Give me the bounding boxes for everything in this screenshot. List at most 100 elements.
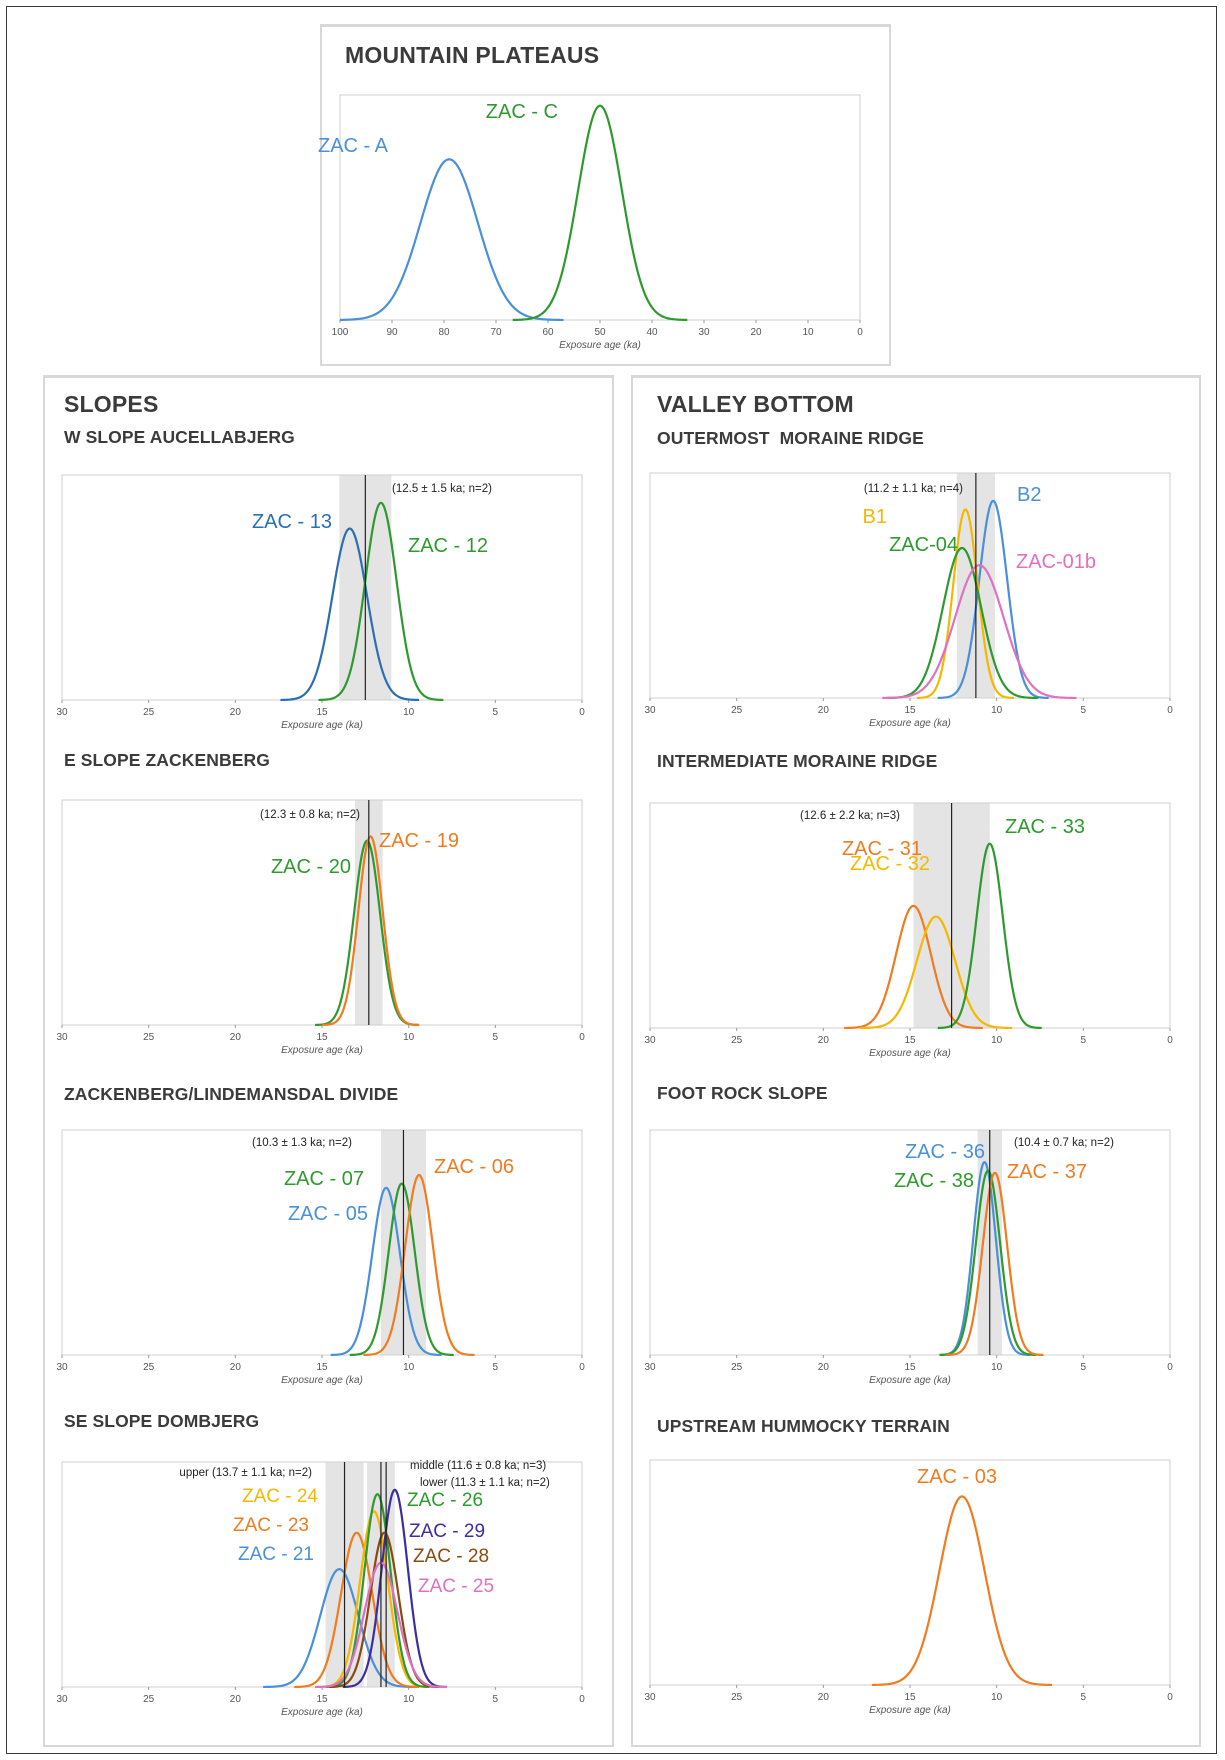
series-label-b2: B2 bbox=[1017, 484, 1041, 506]
x-tick-label: 5 bbox=[493, 707, 499, 718]
x-tick-label: 20 bbox=[818, 1692, 830, 1703]
x-tick-label: 30 bbox=[644, 1362, 656, 1373]
series-label-zac-36: ZAC - 36 bbox=[905, 1141, 985, 1163]
x-tick-label: 30 bbox=[644, 705, 656, 716]
x-tick-label: 5 bbox=[493, 1032, 499, 1043]
series-curve-b1 bbox=[916, 508, 1015, 700]
series-curve-zac-31 bbox=[844, 904, 983, 1030]
x-tick-label: 30 bbox=[56, 1694, 68, 1705]
series-curve-zac-a bbox=[339, 158, 564, 322]
series-label-b1: B1 bbox=[863, 506, 887, 528]
series-curve-zac-24 bbox=[318, 1510, 430, 1689]
x-tick-label: 30 bbox=[56, 1362, 68, 1373]
series-curve-zac-19 bbox=[321, 835, 420, 1027]
plot-area bbox=[61, 799, 583, 1026]
series-curve-zac-03 bbox=[871, 1495, 1053, 1687]
series-label-zac-24: ZAC - 24 bbox=[242, 1486, 318, 1507]
series-label-zac-19: ZAC - 19 bbox=[379, 830, 459, 852]
x-axis-label: Exposure age (ka) bbox=[281, 720, 363, 731]
x-tick-label: 0 bbox=[579, 1694, 585, 1705]
x-tick-label: 20 bbox=[750, 327, 762, 338]
series-label-zac-25: ZAC - 25 bbox=[418, 1576, 494, 1597]
x-tick-label: 30 bbox=[644, 1692, 656, 1703]
plot-area bbox=[61, 1461, 583, 1688]
x-tick-label: 25 bbox=[143, 1362, 155, 1373]
age-annotation: (12.6 ± 2.2 ka; n=3) bbox=[800, 810, 900, 822]
series-curve-zac-21 bbox=[263, 1568, 416, 1689]
series-label-zac-26: ZAC - 26 bbox=[407, 1490, 483, 1511]
x-tick-label: 100 bbox=[332, 327, 349, 338]
series-label-zac-38: ZAC - 38 bbox=[894, 1170, 974, 1192]
series-label-zac-c: ZAC - C bbox=[486, 101, 558, 123]
x-tick-label: 30 bbox=[698, 327, 710, 338]
section-title-outermost-moraine: OUTERMOST MORAINE RIDGE bbox=[657, 428, 924, 448]
x-tick-label: 25 bbox=[143, 1694, 155, 1705]
age-annotation: (10.4 ± 0.7 ka; n=2) bbox=[1014, 1137, 1114, 1149]
series-curve-zac-01b bbox=[882, 564, 1077, 700]
x-tick-label: 15 bbox=[316, 1694, 328, 1705]
series-curve-zac-29 bbox=[342, 1488, 447, 1689]
plot-area bbox=[649, 802, 1171, 1029]
x-tick-label: 80 bbox=[438, 327, 450, 338]
section-title-divide: ZACKENBERG/LINDEMANSDAL DIVIDE bbox=[64, 1084, 399, 1104]
x-tick-label: 5 bbox=[1081, 1692, 1087, 1703]
series-curve-zac-33 bbox=[937, 842, 1042, 1030]
age-annotation: (12.5 ± 1.5 ka; n=2) bbox=[392, 483, 492, 495]
x-axis-label: Exposure age (ka) bbox=[281, 1375, 363, 1386]
x-tick-label: 5 bbox=[1081, 1035, 1087, 1046]
x-tick-label: 0 bbox=[579, 1362, 585, 1373]
series-label-zac-20: ZAC - 20 bbox=[271, 856, 351, 878]
x-tick-label: 15 bbox=[904, 1035, 916, 1046]
plot-area bbox=[339, 94, 861, 321]
x-tick-label: 10 bbox=[991, 1692, 1003, 1703]
x-tick-label: 20 bbox=[818, 1035, 830, 1046]
x-axis-label: Exposure age (ka) bbox=[281, 1045, 363, 1056]
panel-title-slopes: SLOPES bbox=[64, 391, 159, 417]
x-axis-label: Exposure age (ka) bbox=[869, 718, 951, 729]
x-tick-label: 10 bbox=[991, 705, 1003, 716]
chart-w-slope-aucellabjerg: 30 25 20 15 10 5 0 Exposure age (ka) ZAC - 13 ZAC… bbox=[56, 474, 585, 731]
series-curve-zac-32 bbox=[859, 915, 1013, 1030]
x-tick-label: 0 bbox=[1167, 1035, 1173, 1046]
x-tick-label: 10 bbox=[802, 327, 814, 338]
chart-upstream-hummocky-terrain: 30 25 20 15 10 5 0 Exposure age (ka) ZAC - 03 bbox=[644, 1459, 1173, 1716]
series-label-zac-33: ZAC - 33 bbox=[1005, 816, 1085, 838]
series-label-zac-01b: ZAC-01b bbox=[1016, 551, 1096, 573]
series-curve-zac-26 bbox=[325, 1492, 430, 1689]
series-curve-zac-37 bbox=[946, 1171, 1044, 1357]
plot-area bbox=[649, 472, 1171, 699]
x-tick-label: 0 bbox=[1167, 705, 1173, 716]
age-annotation: (12.3 ± 0.8 ka; n=2) bbox=[260, 809, 360, 821]
series-curve-zac-13 bbox=[280, 527, 420, 702]
x-axis-label: Exposure age (ka) bbox=[281, 1707, 363, 1718]
age-annotation: middle (11.6 ± 0.8 ka; n=3) bbox=[410, 1460, 546, 1472]
series-label-zac-06: ZAC - 06 bbox=[434, 1156, 514, 1178]
x-axis-label: Exposure age (ka) bbox=[869, 1705, 951, 1716]
series-label-zac-03: ZAC - 03 bbox=[917, 1466, 997, 1488]
panel-mountain-plateaus bbox=[320, 24, 891, 366]
series-label-zac-32: ZAC - 32 bbox=[850, 853, 930, 875]
x-tick-label: 15 bbox=[316, 1362, 328, 1373]
x-tick-label: 20 bbox=[230, 1032, 242, 1043]
series-curve-zac-07 bbox=[349, 1182, 454, 1357]
section-title-e-slope: E SLOPE ZACKENBERG bbox=[64, 750, 270, 770]
x-tick-label: 0 bbox=[1167, 1362, 1173, 1373]
x-tick-label: 25 bbox=[731, 705, 743, 716]
chart-foot-rock-slope: 30 25 20 15 10 5 0 Exposure age (ka) ZAC - 36 ZAC… bbox=[644, 1129, 1173, 1386]
x-tick-label: 10 bbox=[991, 1035, 1003, 1046]
chart-se-slope-dombjerg: 30 25 20 15 10 5 0 Exposure age (ka) ZAC - 21 ZAC… bbox=[56, 1460, 585, 1718]
age-annotation: (10.3 ± 1.3 ka; n=2) bbox=[252, 1137, 352, 1149]
x-tick-label: 5 bbox=[1081, 1362, 1087, 1373]
x-tick-label: 10 bbox=[403, 707, 415, 718]
series-curve-zac-12 bbox=[318, 501, 444, 702]
plot-area bbox=[649, 1459, 1171, 1686]
series-curve-zac-23 bbox=[294, 1531, 420, 1689]
series-curve-zac-05 bbox=[330, 1186, 442, 1357]
x-tick-label: 25 bbox=[731, 1035, 743, 1046]
series-label-zac-05: ZAC - 05 bbox=[288, 1203, 368, 1225]
x-tick-label: 15 bbox=[316, 1032, 328, 1043]
x-tick-label: 15 bbox=[904, 1692, 916, 1703]
series-curve-zac-c bbox=[512, 104, 688, 322]
x-tick-label: 0 bbox=[1167, 1692, 1173, 1703]
series-label-zac-37: ZAC - 37 bbox=[1007, 1161, 1087, 1183]
